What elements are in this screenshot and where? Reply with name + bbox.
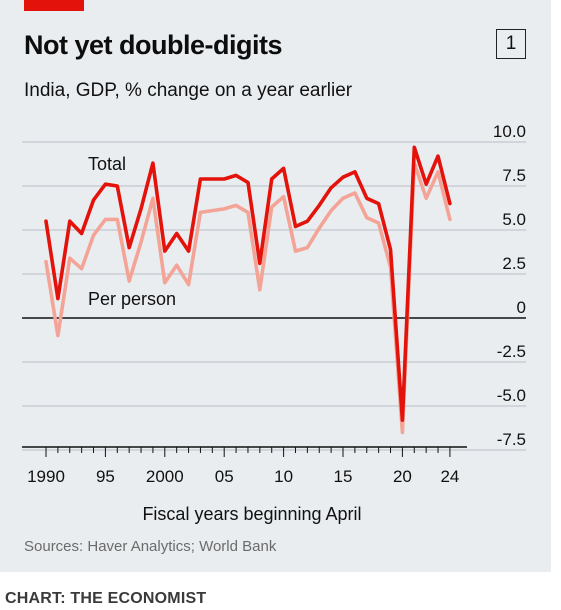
x-tick-label: 24 (440, 467, 459, 486)
x-tick-label: 2000 (146, 467, 184, 486)
source-note: Sources: Haver Analytics; World Bank (24, 538, 277, 555)
chart-credit: CHART: THE ECONOMIST (5, 590, 207, 607)
x-tick-label: 95 (96, 467, 115, 486)
x-tick-label: 20 (393, 467, 412, 486)
chart-subtitle: India, GDP, % change on a year earlier (24, 80, 353, 101)
chart-number-badge: 1 (496, 29, 526, 59)
y-tick-label: -7.5 (497, 430, 526, 449)
y-tick-label: 7.5 (502, 166, 526, 185)
x-tick-label: 15 (334, 467, 353, 486)
y-tick-label: 10.0 (493, 122, 526, 141)
x-tick-label: 1990 (27, 467, 65, 486)
chart-title: Not yet double-digits (24, 30, 282, 60)
y-tick-label: -2.5 (497, 342, 526, 361)
x-tick-label: 10 (274, 467, 293, 486)
y-tick-label: -5.0 (497, 386, 526, 405)
brand-accent-bar (24, 0, 84, 11)
series-label-per-person: Per person (88, 289, 176, 309)
chart-panel (0, 0, 551, 572)
x-axis-title: Fiscal years beginning April (142, 504, 361, 524)
y-tick-label: 2.5 (502, 254, 526, 273)
series-label-total: Total (88, 154, 126, 174)
y-tick-label: 5.0 (502, 210, 526, 229)
series-line-per-person (44, 161, 452, 435)
x-tick-label: 05 (215, 467, 234, 486)
y-tick-label: 0 (517, 298, 526, 317)
series-line-total (44, 145, 452, 422)
